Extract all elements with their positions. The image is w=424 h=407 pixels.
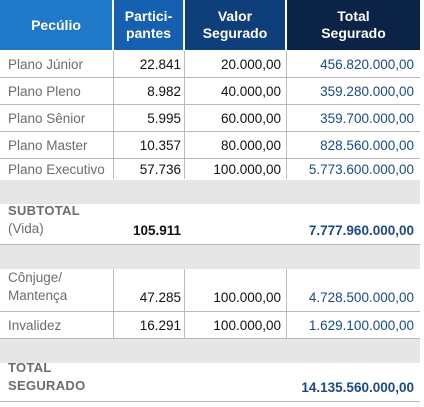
- plano-valor: 100.000,00: [213, 161, 281, 177]
- subtotal-participantes: 105.911: [132, 223, 181, 238]
- header-valor-line2: Segurado: [202, 25, 268, 41]
- separator-band: [0, 180, 420, 204]
- conjuge-label: Cônjuge/ Mantença: [8, 269, 67, 311]
- plano-participantes: 8.982: [147, 83, 181, 99]
- plano-name: Plano Master: [8, 137, 88, 153]
- table-row: Cônjuge/ Mantença 47.285 100.000,00 4.72…: [0, 269, 420, 312]
- table-row: Plano Júnior 22.841 20.000,00 456.820.00…: [0, 51, 420, 78]
- header-participantes-line1: Partici-: [124, 8, 173, 24]
- plano-name: Plano Júnior: [8, 56, 84, 72]
- plano-total: 828.560.000,00: [320, 137, 414, 153]
- header-peculio: Pecúlio: [0, 0, 112, 50]
- table-row: Plano Executivo 57.736 100.000,00 5.773.…: [0, 159, 420, 179]
- plano-participantes: 5.995: [147, 110, 181, 126]
- conjuge-participantes: 47.285: [139, 290, 181, 305]
- subtotal-label: SUBTOTAL (Vida): [8, 203, 80, 244]
- header-total-line1: Total: [337, 8, 370, 24]
- conjuge-line2: Mantença: [8, 288, 68, 303]
- invalidez-valor: 100.000,00: [213, 317, 281, 333]
- invalidez-participantes: 16.291: [139, 317, 181, 333]
- separator-band: [0, 245, 420, 269]
- subtotal-row: SUBTOTAL (Vida) 105.911 7.777.960.000,00: [0, 203, 420, 245]
- subtotal-title: SUBTOTAL: [8, 203, 80, 218]
- invalidez-total: 1.629.100.000,00: [308, 317, 414, 333]
- plano-valor: 80.000,00: [220, 137, 281, 153]
- table-row: Plano Pleno 8.982 40.000,00 359.280.000,…: [0, 78, 420, 105]
- total-row: TOTAL SEGURADO 14.135.560.000,00: [0, 360, 420, 402]
- plano-participantes: 57.736: [139, 161, 181, 177]
- plano-valor: 20.000,00: [220, 56, 281, 72]
- header-participantes: Partici- pantes: [114, 0, 183, 50]
- header-valor-line1: Valor: [217, 8, 253, 24]
- plano-participantes: 22.841: [139, 56, 181, 72]
- separator-band: [0, 339, 420, 363]
- conjuge-total: 4.728.500.000,00: [308, 290, 414, 305]
- total-value: 14.135.560.000,00: [301, 380, 414, 395]
- plano-total: 359.700.000,00: [320, 110, 414, 126]
- invalidez-label: Invalidez: [8, 317, 62, 333]
- table-row: Plano Sênior 5.995 60.000,00 359.700.000…: [0, 105, 420, 132]
- plano-valor: 60.000,00: [220, 110, 281, 126]
- conjuge-line1: Cônjuge/: [8, 270, 63, 285]
- total-line1: TOTAL: [8, 360, 52, 375]
- header-participantes-line2: pantes: [125, 25, 172, 41]
- header-total-segurado: Total Segurado: [287, 0, 420, 50]
- plano-total: 5.773.600.000,00: [308, 161, 414, 177]
- plano-name: Plano Executivo: [8, 161, 105, 177]
- table-row: Plano Master 10.357 80.000,00 828.560.00…: [0, 132, 420, 159]
- plano-total: 359.280.000,00: [320, 83, 414, 99]
- header-total-line2: Segurado: [321, 25, 386, 41]
- subtotal-sublabel: (Vida): [8, 221, 44, 236]
- table-row: Invalidez 16.291 100.000,00 1.629.100.00…: [0, 312, 420, 339]
- plano-total: 456.820.000,00: [320, 56, 414, 72]
- header-valor-segurado: Valor Segurado: [185, 0, 285, 50]
- total-label: TOTAL SEGURADO: [8, 360, 86, 401]
- total-line2: SEGURADO: [8, 378, 86, 393]
- subtotal-total: 7.777.960.000,00: [308, 223, 414, 238]
- plano-name: Plano Pleno: [8, 83, 81, 99]
- conjuge-valor: 100.000,00: [213, 290, 281, 305]
- plano-name: Plano Sênior: [8, 110, 86, 126]
- header-peculio-label: Pecúlio: [31, 16, 81, 33]
- plano-participantes: 10.357: [139, 137, 181, 153]
- plano-valor: 40.000,00: [220, 83, 281, 99]
